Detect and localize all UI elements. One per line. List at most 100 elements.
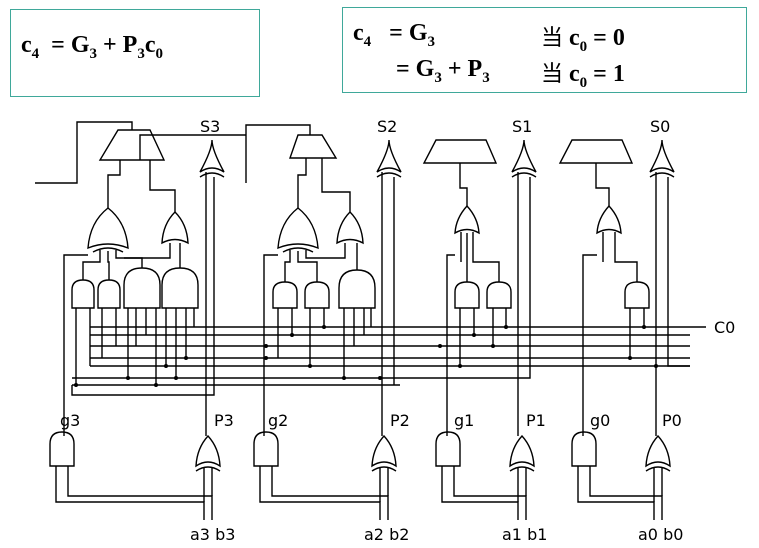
wire-or3-mux [107, 160, 121, 208]
formula-lhs-sub: 4 [31, 45, 40, 62]
wire-g2-d [305, 243, 346, 259]
line1-cond-sub: 0 [579, 38, 588, 55]
xor-sum-0 [649, 139, 675, 173]
line2-cond-word: 当 [541, 62, 564, 87]
formula-line-2-condition: 当 c0 = 1 [541, 56, 625, 92]
line1-eq-sub: 3 [427, 33, 436, 50]
junction [491, 344, 495, 348]
label-c0: C0 [714, 318, 735, 337]
wire-or1-mux [459, 163, 468, 206]
xor-bottom-p2 [371, 434, 397, 468]
line2-eq-sub: 3 [434, 69, 442, 86]
and-bottom-g2 [253, 431, 279, 467]
wire-g0-a [614, 232, 638, 282]
xor-bottom-p2-arc [371, 466, 397, 472]
junction [264, 344, 268, 348]
wire-g2-b [297, 251, 318, 282]
wire-or2-mux [297, 158, 307, 208]
and-bottom-g3 [49, 431, 75, 467]
line1-lhs-sub: 4 [363, 33, 372, 50]
line1-cond-word: 当 [541, 26, 564, 51]
and-g2-1 [272, 281, 298, 309]
and-g1-2 [486, 281, 512, 309]
junction [342, 376, 346, 380]
label-a3b3: a3 b3 [190, 525, 235, 544]
wire-g2-a [284, 250, 291, 282]
formula-lhs: c [21, 32, 32, 58]
junction [174, 376, 178, 380]
xor-sum-1 [511, 139, 537, 173]
line1-lhs: c [353, 20, 364, 46]
wire-g1-b [472, 232, 500, 282]
junction [504, 325, 508, 329]
formula-term-g-sub: 3 [89, 45, 98, 62]
label-p2: P2 [390, 411, 410, 430]
or-group1 [454, 204, 480, 235]
line2-cond-val: = 1 [587, 61, 625, 87]
label-s1: S1 [512, 117, 532, 136]
xor-bottom-p1-arc [509, 466, 535, 472]
wire-b2 [271, 466, 389, 520]
wire-or3s-mux [149, 160, 176, 212]
xor-sum-3 [199, 139, 225, 173]
and-g3-1 [71, 279, 95, 309]
or-group2-big [277, 207, 319, 250]
and-bottom-g1 [435, 431, 461, 467]
junction [628, 356, 632, 360]
wire-or0-mux [595, 163, 610, 206]
and-g1-1 [454, 281, 480, 309]
wire-a3 [55, 466, 205, 520]
and-g2-3 [338, 269, 376, 309]
xor-sum-0-arc [649, 172, 675, 178]
xor-bottom-p3-arc [195, 466, 221, 472]
xor-sum-2-arc [376, 172, 402, 178]
wire-g3-up [63, 254, 88, 436]
junction [184, 356, 188, 360]
wire-a1 [441, 466, 519, 520]
wire-b3 [67, 466, 213, 520]
formula-term-g: = G [51, 32, 90, 58]
label-g1: g1 [454, 411, 474, 430]
label-s3: S3 [200, 117, 220, 136]
formula-box-left: c4 = G3 + P3c0 [10, 9, 260, 97]
formula-line-1: c4 = G3 [353, 20, 435, 51]
mux-0 [558, 139, 634, 164]
label-p1: P1 [526, 411, 546, 430]
junction [164, 364, 168, 368]
line1-eq: = G [389, 20, 428, 46]
or-group0 [596, 204, 622, 235]
wire-b0 [589, 466, 663, 520]
or-group2-big-arc [282, 247, 314, 253]
junction [322, 325, 326, 329]
formula-term-c: c [144, 32, 156, 58]
junction [74, 383, 78, 387]
mux-1 [422, 139, 498, 164]
label-p3: P3 [214, 411, 234, 430]
label-g0: g0 [590, 411, 610, 430]
wire-mux3-out [139, 134, 246, 160]
wire-mux2-in [245, 124, 311, 183]
mux-3 [98, 129, 166, 161]
wire-p0-bus [667, 177, 690, 367]
line1-cond-var: c [569, 25, 580, 51]
junction [458, 364, 462, 368]
label-s0: S0 [650, 117, 670, 136]
and-g3-2 [97, 279, 121, 309]
wire-g3-e [124, 243, 171, 259]
label-a0b0: a0 b0 [638, 525, 683, 544]
junction [154, 383, 158, 387]
label-p0: P0 [662, 411, 682, 430]
formula-c4-expression: c4 = G3 + P3c0 [21, 32, 163, 63]
wire-or2s-mux [321, 158, 351, 212]
formula-term-c-sub: 0 [155, 45, 164, 62]
junction [654, 364, 658, 368]
and-g3-4 [161, 267, 199, 309]
junction [126, 376, 130, 380]
line1-cond-val: = 0 [587, 25, 625, 51]
wire-p3-bus [71, 177, 215, 396]
formula-term-p: + P [97, 32, 138, 58]
label-a2b2: a2 b2 [364, 525, 409, 544]
mux-2 [289, 134, 338, 159]
xor-bottom-p0 [645, 434, 671, 468]
xor-sum-2 [376, 139, 402, 173]
